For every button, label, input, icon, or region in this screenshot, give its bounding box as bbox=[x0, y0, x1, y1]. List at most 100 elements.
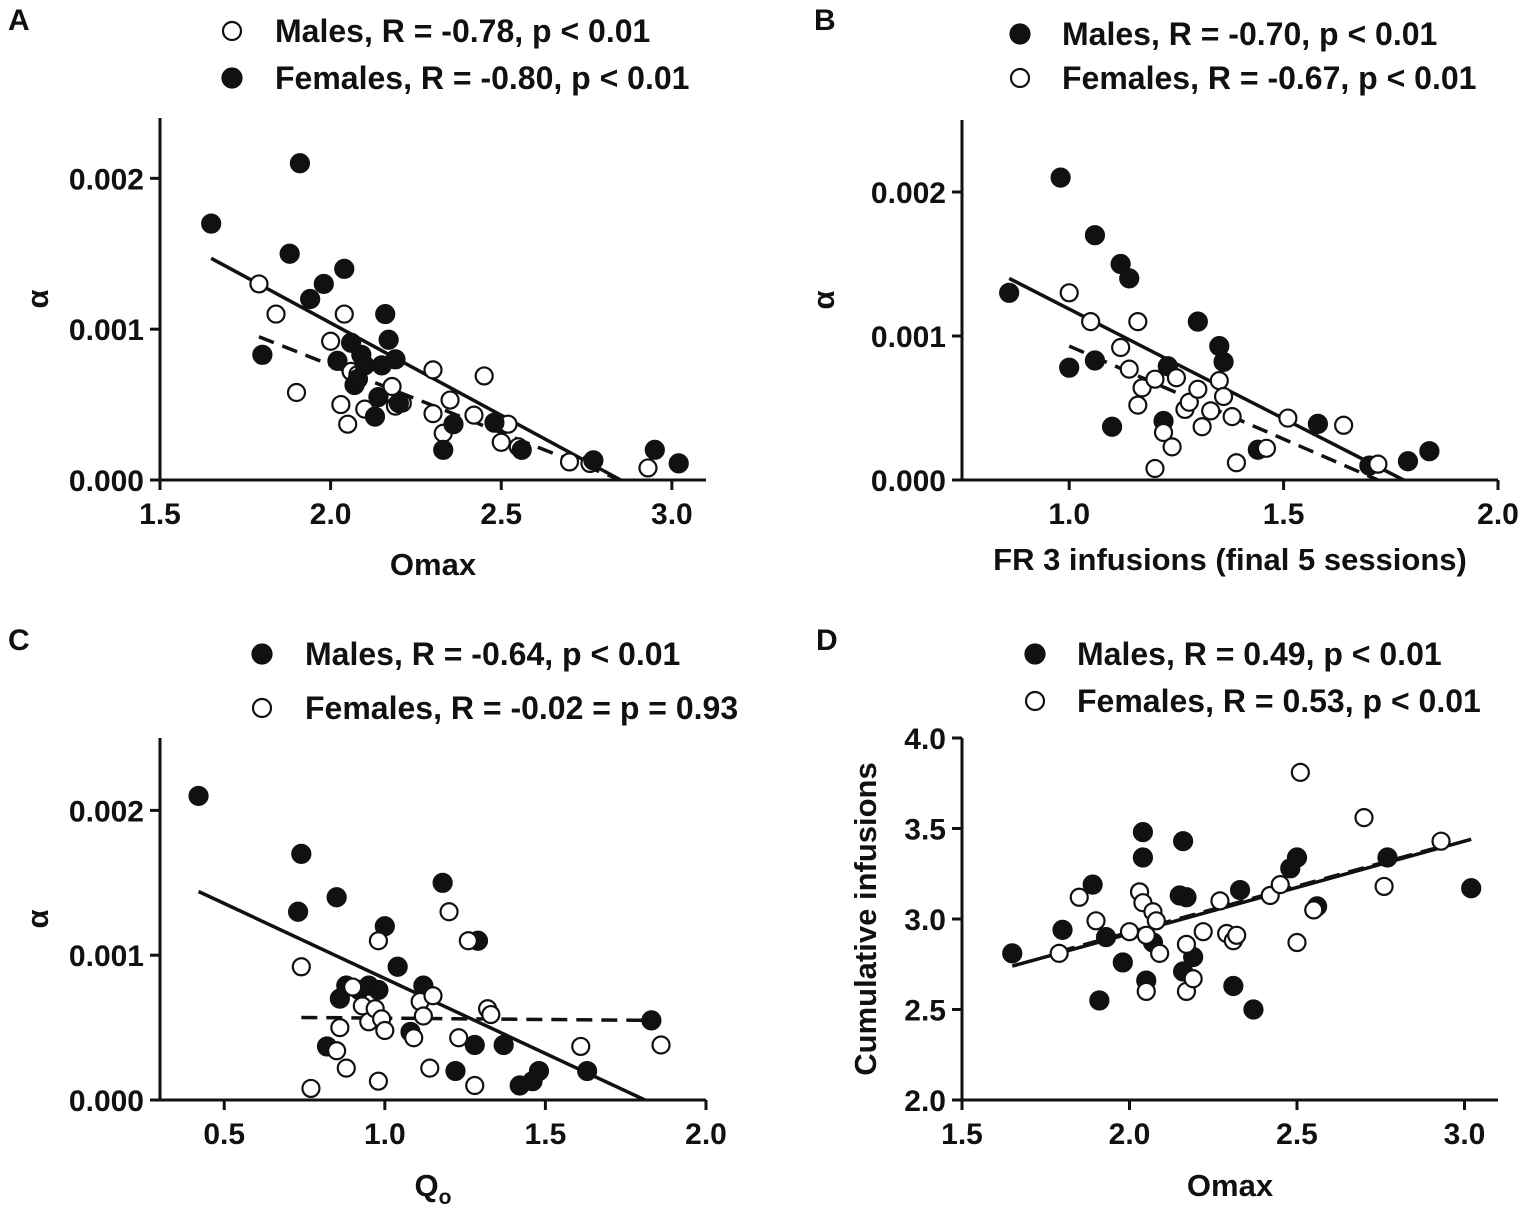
legend-marker-open bbox=[251, 697, 273, 719]
point-females bbox=[404, 1028, 424, 1048]
x-tick-label: 2.5 bbox=[1276, 1118, 1318, 1151]
point-males bbox=[1101, 416, 1123, 437]
y-axis-title: α bbox=[20, 909, 55, 928]
point-males bbox=[1307, 413, 1329, 434]
point-females bbox=[465, 1075, 485, 1096]
point-males bbox=[266, 304, 286, 324]
point-females bbox=[1210, 891, 1230, 911]
point-females bbox=[327, 350, 348, 371]
point-females bbox=[1188, 379, 1208, 399]
point-females bbox=[1179, 392, 1199, 412]
point-females bbox=[330, 1017, 350, 1038]
y-tick-label: 2.0 bbox=[904, 1085, 946, 1118]
point-females bbox=[443, 414, 464, 435]
point-females bbox=[1119, 922, 1140, 942]
x-tick-label: 2.5 bbox=[480, 498, 522, 531]
legend-label: Males, R = -0.78, p < 0.01 bbox=[275, 13, 650, 49]
point-males bbox=[1084, 225, 1106, 246]
point-males bbox=[387, 956, 408, 977]
point-females bbox=[378, 329, 399, 350]
panel-letter: C bbox=[8, 624, 30, 657]
point-males bbox=[464, 1034, 485, 1056]
point-males bbox=[445, 1060, 466, 1082]
y-tick-label: 0.000 bbox=[69, 465, 144, 498]
point-females bbox=[1183, 969, 1203, 989]
x-axis-title: Omax bbox=[1187, 1168, 1274, 1203]
legend-marker-open bbox=[1024, 690, 1046, 712]
point-males bbox=[368, 979, 389, 1001]
point-males bbox=[1052, 919, 1073, 940]
point-females bbox=[1128, 395, 1148, 415]
point-females bbox=[511, 439, 532, 460]
point-males bbox=[1082, 874, 1103, 895]
point-females bbox=[420, 1058, 440, 1078]
y-axis-title: α bbox=[806, 290, 841, 309]
point-males bbox=[1187, 311, 1208, 332]
x-axis-title-text: FR 3 infusions (final 5 sessions) bbox=[993, 542, 1467, 577]
point-females bbox=[644, 439, 665, 460]
point-females bbox=[279, 243, 300, 264]
point-males bbox=[493, 1034, 514, 1056]
point-males bbox=[423, 360, 443, 380]
point-males bbox=[188, 785, 209, 807]
point-males bbox=[382, 376, 402, 397]
point-females bbox=[1226, 453, 1247, 473]
point-females bbox=[289, 153, 311, 174]
point-females bbox=[1227, 925, 1247, 945]
point-females bbox=[1145, 369, 1165, 389]
point-females bbox=[1111, 337, 1131, 358]
legend-label: Females, R = -0.02 = p = 0.93 bbox=[305, 690, 738, 726]
point-females bbox=[334, 258, 355, 279]
legend-label: Males, R = -0.70, p < 0.01 bbox=[1062, 16, 1437, 52]
legend-marker-open bbox=[221, 20, 243, 42]
point-females bbox=[1059, 283, 1079, 303]
point-females bbox=[433, 439, 454, 460]
point-males bbox=[1119, 268, 1140, 289]
solid-fit-line-males bbox=[1008, 276, 1405, 482]
legend-marker-filled bbox=[1009, 23, 1031, 45]
point-females bbox=[368, 1071, 388, 1091]
point-females bbox=[1290, 762, 1310, 782]
y-tick-label: 0.000 bbox=[69, 1085, 144, 1118]
point-males bbox=[321, 331, 341, 351]
point-females bbox=[1222, 407, 1242, 427]
point-females bbox=[1256, 438, 1277, 458]
point-males bbox=[1089, 990, 1110, 1011]
point-females bbox=[354, 355, 375, 376]
point-males bbox=[474, 366, 494, 386]
point-males bbox=[641, 1010, 662, 1031]
point-males bbox=[1397, 451, 1419, 472]
point-males bbox=[1223, 975, 1244, 997]
point-females bbox=[1431, 831, 1451, 851]
y-tick-label: 0.001 bbox=[69, 940, 144, 973]
point-males bbox=[1229, 879, 1251, 901]
x-axis-title-subscript: o bbox=[439, 1186, 452, 1209]
y-tick-label: 0.002 bbox=[871, 177, 946, 210]
y-tick-label: 0.001 bbox=[871, 321, 946, 354]
point-males bbox=[423, 404, 443, 424]
point-males bbox=[331, 394, 351, 415]
x-axis-title: Omax bbox=[390, 547, 477, 582]
y-axis-title: α bbox=[20, 289, 55, 308]
x-tick-label: 1.5 bbox=[525, 1118, 567, 1151]
point-males bbox=[326, 887, 347, 908]
point-males bbox=[286, 382, 307, 403]
x-tick-label: 1.5 bbox=[1263, 498, 1305, 531]
point-females bbox=[1119, 359, 1139, 379]
point-males bbox=[1050, 167, 1071, 188]
point-males bbox=[440, 390, 460, 410]
point-females bbox=[1136, 981, 1156, 1002]
point-females bbox=[1086, 911, 1106, 931]
point-females bbox=[1374, 876, 1394, 897]
dashed-fit-line-females bbox=[301, 1015, 652, 1023]
point-females bbox=[1304, 900, 1324, 920]
y-tick-label: 3.0 bbox=[904, 904, 946, 937]
point-females bbox=[583, 450, 604, 471]
x-axis-title-text: Omax bbox=[390, 547, 477, 582]
point-females bbox=[343, 977, 363, 997]
legend-label: Males, R = -0.64, p < 0.01 bbox=[305, 636, 680, 672]
point-males bbox=[1084, 350, 1106, 371]
x-axis-title-text: Omax bbox=[1187, 1168, 1274, 1203]
point-males bbox=[464, 405, 484, 425]
